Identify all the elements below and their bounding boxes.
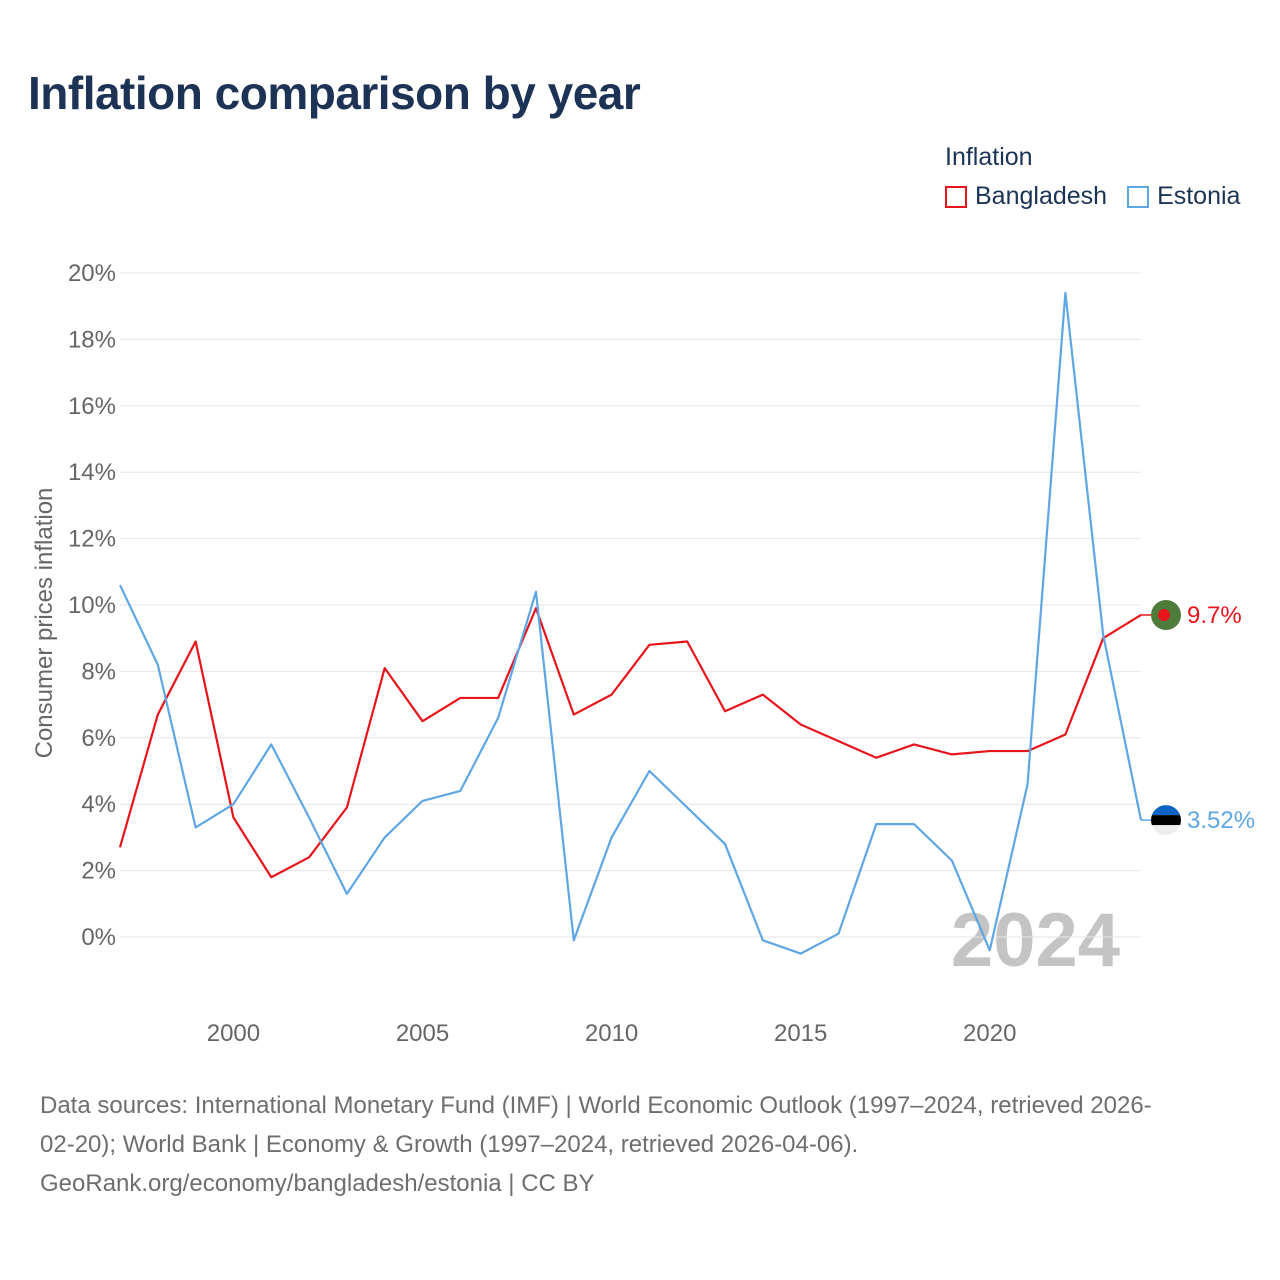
y-tick-label: 0% [81, 924, 116, 951]
series-line-estonia[interactable] [119, 291, 1143, 955]
footer-line-2: 02-20); World Bank | Economy & Growth (1… [40, 1131, 859, 1158]
chart-title: Inflation comparison by year [28, 67, 641, 119]
legend-label-estonia: Estonia [1157, 182, 1241, 210]
x-tick-label: 2010 [585, 1020, 638, 1047]
legend-swatch-bangladesh [945, 185, 967, 208]
y-tick-label: 2% [81, 858, 116, 885]
grid-lines [120, 272, 1141, 938]
y-axis-ticks: 0% 2% 4% 6% 8% 10% 12% 14% 16% 18% 20% [68, 260, 116, 951]
footer-line-3: GeoRank.org/economy/bangladesh/estonia |… [40, 1170, 595, 1197]
end-markers: 9.7% 3.52% [1141, 599, 1255, 836]
year-watermark: 2024 [951, 898, 1120, 983]
y-tick-label: 6% [81, 725, 116, 752]
legend-item-bangladesh[interactable]: Bangladesh [945, 182, 1107, 211]
estonia-flag-icon [1151, 805, 1181, 836]
y-tick-label: 14% [68, 459, 116, 486]
y-tick-label: 12% [68, 526, 116, 553]
y-tick-label: 4% [81, 791, 116, 818]
line-chart: 2024 0%2%4%6%8%10%12%14%16%18%20% 2000 20… [31, 260, 1255, 1047]
x-tick-label: 2005 [396, 1020, 449, 1047]
x-tick-label: 2020 [963, 1020, 1016, 1047]
y-tick-label: 10% [68, 592, 116, 619]
y-tick-label: 18% [68, 326, 116, 353]
bangladesh-flag-icon [1151, 599, 1181, 630]
end-value-label-bangladesh: 9.7% [1187, 602, 1242, 629]
x-tick-label: 2000 [207, 1020, 260, 1047]
footer-line-1: Data sources: International Monetary Fun… [40, 1092, 1152, 1119]
x-tick-label: 2015 [774, 1020, 827, 1047]
y-tick-label: 16% [68, 393, 116, 420]
legend: Inflation Bangladesh Estonia [945, 143, 1240, 211]
legend-label-bangladesh: Bangladesh [975, 182, 1108, 210]
y-axis-label: Consumer prices inflation [31, 488, 58, 759]
end-value-label-estonia: 3.52% [1187, 807, 1255, 834]
y-tick-label: 20% [68, 260, 116, 287]
series-group [118, 291, 1143, 955]
footer-sources: Data sources: International Monetary Fun… [40, 1086, 1250, 1203]
legend-swatch-estonia [1127, 185, 1150, 208]
legend-title: Inflation [945, 143, 1033, 171]
y-tick-label: 8% [81, 658, 116, 685]
x-axis-ticks: 2000 2005 2010 2015 2020 [207, 1020, 1017, 1047]
legend-item-estonia[interactable]: Estonia [1127, 182, 1240, 211]
series-line-bangladesh[interactable] [118, 607, 1142, 879]
